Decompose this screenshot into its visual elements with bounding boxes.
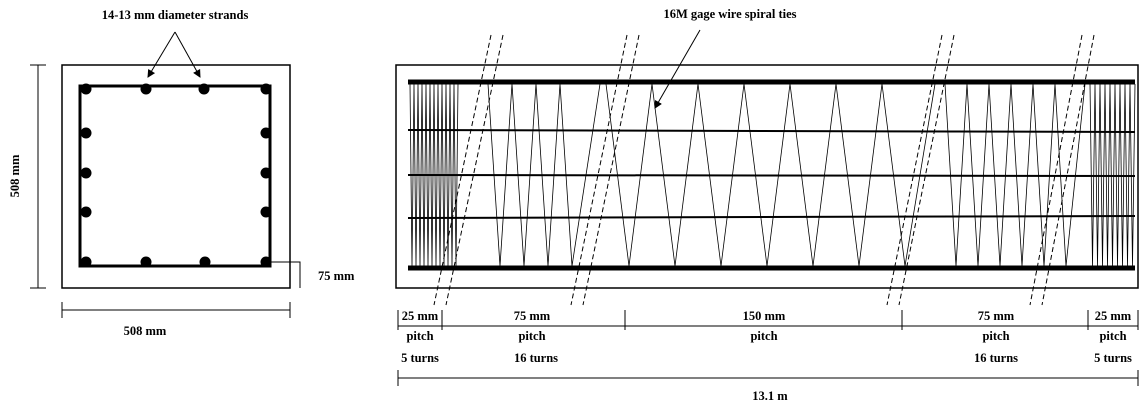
pitch-label: pitch (750, 329, 777, 343)
break-line (886, 34, 943, 306)
strand-dot (199, 256, 211, 268)
strand-dot (140, 256, 152, 268)
pitch-label: pitch (406, 329, 433, 343)
outer-beam (395, 64, 1139, 289)
cross-section (30, 31, 301, 318)
break-line (445, 34, 504, 306)
break-line (570, 34, 628, 306)
width-label: 508 mm (124, 324, 167, 338)
pitch-label: pitch (982, 329, 1009, 343)
strand-dot (80, 206, 92, 218)
outer-section (61, 64, 291, 289)
elevation (395, 29, 1139, 386)
break-lines (433, 34, 1095, 306)
length-label: 13.1 m (752, 389, 788, 403)
cover-label: 75 mm (318, 269, 355, 283)
turns-label: 5 turns (401, 351, 439, 365)
pitch-value: 150 mm (743, 309, 786, 323)
break-line (1041, 34, 1095, 306)
spiral-tie (487, 83, 601, 267)
strand-dot (80, 127, 92, 139)
break-line (582, 34, 640, 306)
strand-dot (80, 83, 92, 95)
strands (80, 83, 272, 268)
strand (407, 174, 1136, 177)
strand-dot (260, 206, 272, 218)
pitch-value: 25 mm (1095, 309, 1132, 323)
strand-dot (80, 167, 92, 179)
strand-dot (260, 83, 272, 95)
inner-cage (78, 84, 272, 268)
arrow (654, 29, 701, 109)
strand-dot (260, 127, 272, 139)
pitch-label: pitch (1099, 329, 1126, 343)
turns-label: 5 turns (1094, 351, 1132, 365)
turns-label: 16 turns (974, 351, 1018, 365)
strand-dot (198, 83, 210, 95)
spiral-tie (605, 83, 936, 267)
turns-label: 16 turns (514, 351, 558, 365)
strand-dot (140, 83, 152, 95)
strands-label: 14-13 mm diameter strands (102, 8, 249, 22)
cover-leader (268, 261, 301, 288)
strand (407, 215, 1136, 219)
pitch-value: 75 mm (978, 309, 1015, 323)
pitch-label: pitch (518, 329, 545, 343)
strand-dot (80, 256, 92, 268)
arrow (147, 31, 176, 78)
pitch-value: 75 mm (514, 309, 551, 323)
strand-dot (260, 167, 272, 179)
pitch-value: 25 mm (402, 309, 439, 323)
break-line (433, 34, 492, 306)
spiral-tie (409, 83, 459, 267)
spiral-tie (944, 83, 1086, 267)
spiral (409, 83, 1136, 267)
height-label: 508 mm (8, 154, 22, 197)
strand-dot (260, 256, 272, 268)
break-line (1029, 34, 1083, 306)
arrow (174, 31, 201, 78)
spiral-label: 16M gage wire spiral ties (663, 7, 796, 21)
strand (407, 129, 1136, 133)
break-line (898, 34, 955, 306)
spiral-tie (1089, 83, 1136, 267)
